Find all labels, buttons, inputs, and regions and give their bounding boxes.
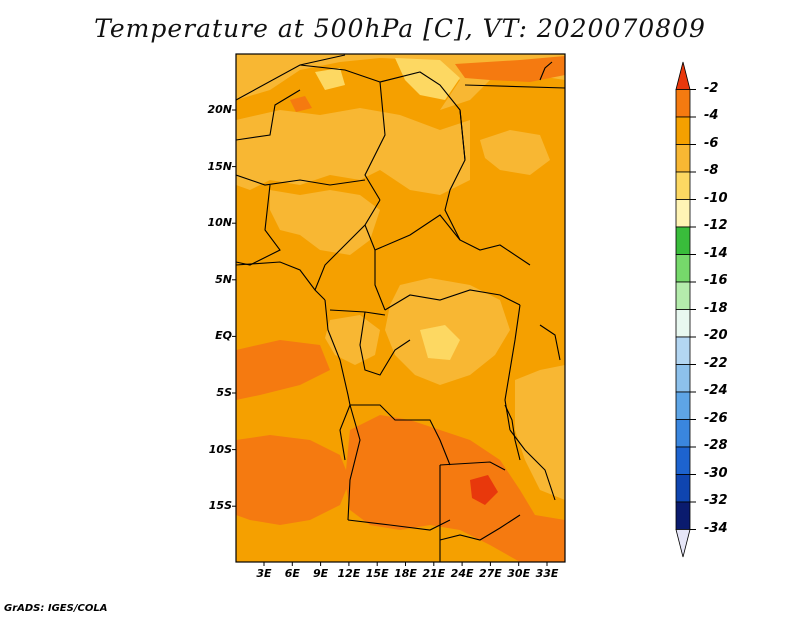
boundary-nigeria-cameroon [314, 199, 381, 291]
boundary-egypt-sudan [464, 84, 565, 89]
lat-label: 20N [207, 103, 232, 116]
lat-label: 5S [216, 386, 232, 399]
boundary-car-drc [384, 289, 521, 311]
lat-label: EQ [215, 329, 232, 343]
boundary-angola-west [347, 404, 361, 521]
field-atlantic-warm-2 [236, 435, 350, 525]
lon-label: 3E [256, 567, 272, 580]
grads-footer: GrADS: IGES/COLA [4, 603, 108, 614]
field-botswana-warmest [470, 475, 498, 505]
colorbar-label: -8 [704, 163, 719, 178]
colorbar-label: -10 [704, 190, 728, 206]
boundary-congo [359, 311, 411, 376]
colorbar-label: -20 [704, 328, 728, 343]
colorbar-bottom-arrow [675, 529, 691, 558]
colorbar-segment [675, 226, 691, 255]
boundary-zambia-south [439, 461, 506, 471]
coastline-west-central [324, 299, 351, 406]
field-atlantic-warm-1 [236, 340, 330, 400]
coastline-angola [339, 404, 351, 461]
country-boundaries [236, 54, 565, 562]
lon-label: 15E [365, 567, 389, 580]
colorbar-segment [675, 364, 691, 393]
colorbar-label: -16 [704, 273, 728, 288]
colorbar-segment [675, 474, 691, 503]
boundary-botswana-zimbabwe [439, 514, 521, 541]
boundary-cameroon-car [364, 224, 386, 311]
colorbar-segment [675, 171, 691, 200]
colorbar-segment [675, 501, 691, 530]
field-mali-warm [290, 96, 312, 112]
boundary-angola-north [350, 404, 451, 466]
lon-label: 30E [507, 567, 531, 580]
colorbar-label: -18 [704, 300, 728, 316]
colorbar-label: -14 [704, 245, 728, 261]
lat-label: 10N [207, 216, 232, 230]
colorbar-label: -34 [704, 520, 728, 536]
colorbar-segment [675, 254, 691, 283]
colorbar-segment [675, 336, 691, 365]
boundary-mali-east [236, 89, 301, 141]
colorbar-segment [675, 89, 691, 118]
lat-label: 10S [208, 442, 232, 456]
lon-label: 21E [422, 567, 446, 580]
field-niger-coolest [315, 68, 345, 90]
boundary-chad-sudan [444, 109, 531, 266]
colorbar-label: -2 [704, 80, 719, 96]
colorbar-segment [675, 419, 691, 448]
colorbar-segment [675, 144, 691, 173]
colorbar-segment [675, 116, 691, 145]
colorbar-label: -6 [704, 135, 719, 151]
field-sudan-cool [480, 130, 550, 175]
lon-label: 18E [394, 567, 417, 580]
colorbar-segment [675, 446, 691, 475]
lon-label: 33E [535, 567, 559, 580]
colorbar-segment [675, 199, 691, 228]
field-southern-warm [345, 415, 565, 562]
lake-victoria-outline [539, 324, 561, 361]
lat-label: 15N [207, 159, 232, 173]
lon-label: 27E [478, 567, 502, 580]
lake-tanganyika-outline [504, 404, 521, 461]
boundary-niger-chad [364, 81, 386, 201]
coastline-gulf-guinea [236, 261, 326, 301]
field-east-cool [515, 365, 565, 500]
field-cameroon-cool [270, 190, 380, 255]
colorbar-label: -24 [704, 383, 728, 398]
boundary-drc-east [504, 304, 521, 431]
lon-label: 24E [450, 567, 474, 580]
colorbar [675, 61, 696, 558]
colorbar-segment [675, 309, 691, 338]
colorbar-segment [675, 391, 691, 420]
colorbar-label: -4 [704, 108, 719, 123]
boundary-niger-north [299, 64, 381, 83]
boundary-niger-nigeria [236, 174, 366, 186]
boundary-malawi [509, 429, 556, 501]
colorbar-label: -28 [704, 438, 728, 453]
temperature-field [236, 54, 565, 562]
lon-ticks [263, 562, 548, 566]
colorbar-label: -26 [704, 410, 728, 426]
field-sahel-cool [236, 108, 470, 195]
field-congo-coolest [420, 325, 460, 360]
lon-label: 6E [284, 567, 300, 580]
lat-label: 5N [215, 272, 232, 286]
colorbar-label: -12 [704, 218, 728, 233]
field-egypt-warm [455, 56, 565, 82]
colorbar-top-arrow [675, 61, 691, 90]
field-gabon-cool [325, 315, 380, 365]
colorbar-label: -22 [704, 355, 728, 371]
lat-label: 15S [208, 499, 232, 513]
map-frame [235, 53, 566, 563]
lon-label: 9E [313, 567, 329, 580]
boundary-chad-car [374, 214, 461, 251]
map-title: Temperature at 500hPa [C], VT: 202007080… [94, 14, 706, 43]
colorbar-label: -32 [704, 493, 728, 508]
lon-label: 12E [337, 567, 361, 580]
colorbar-label: -30 [704, 465, 728, 481]
red-sea-coast [539, 61, 553, 81]
lat-ticks [232, 109, 236, 507]
colorbar-segment [675, 281, 691, 310]
